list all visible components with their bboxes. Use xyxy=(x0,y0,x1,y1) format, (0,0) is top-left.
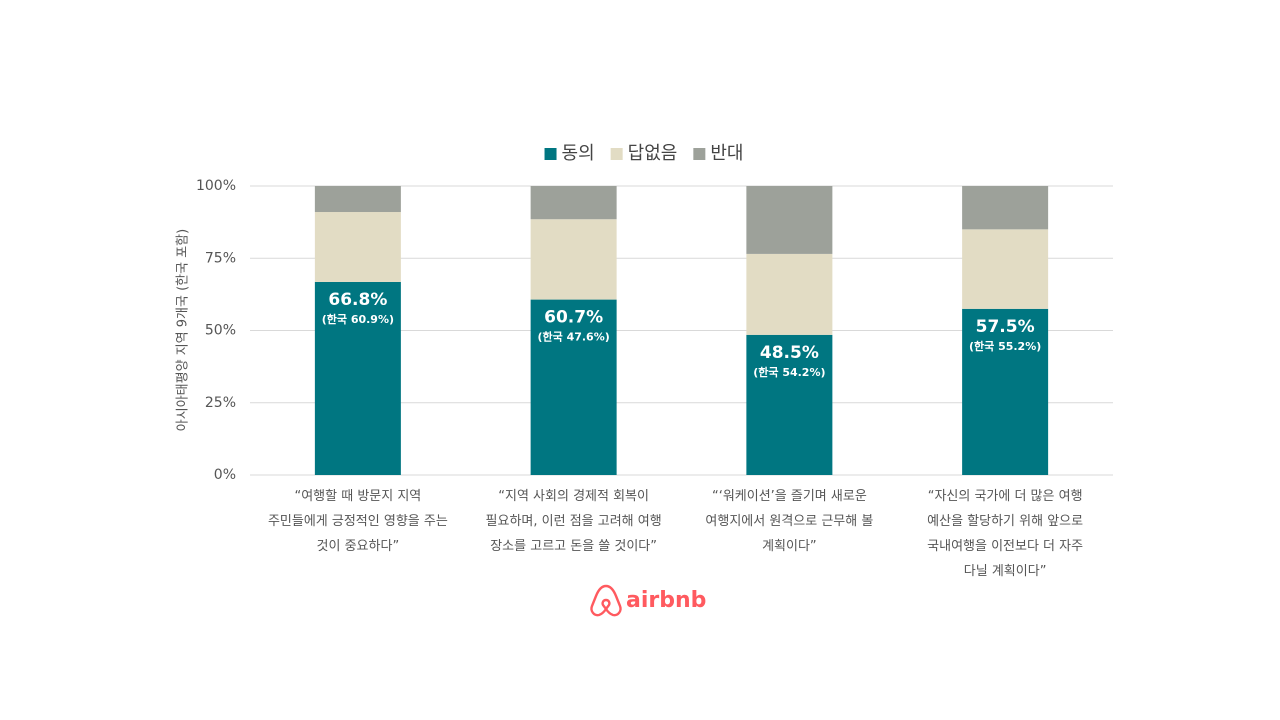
y-tick-label: 100% xyxy=(196,178,236,194)
legend-swatch xyxy=(693,148,706,160)
bar-segment xyxy=(746,253,833,335)
legend-label: 답없음 xyxy=(628,143,678,164)
value-label: 60.7% xyxy=(544,308,603,328)
bar-segment xyxy=(530,299,617,475)
legend-swatch xyxy=(610,148,623,160)
bar-segment xyxy=(530,186,617,220)
x-tick-label: “자신의 국가에 더 많은 여행 예산을 할당하기 위해 앞으로 국내여행을 이… xyxy=(927,489,1084,579)
y-tick-label: 0% xyxy=(214,467,236,483)
bar-segment xyxy=(962,186,1049,230)
bar-segment xyxy=(962,308,1049,475)
bar-segment xyxy=(314,212,401,282)
value-sublabel: (한국 47.6%) xyxy=(537,330,609,344)
y-axis-label: 아시아태평양 지역 9개국 (한국 포함) xyxy=(176,229,191,431)
bar-segment xyxy=(962,229,1049,309)
y-tick-label: 75% xyxy=(205,250,236,266)
bar-segment xyxy=(746,186,833,254)
value-label: 66.8% xyxy=(328,290,387,310)
legend: 동의 답없음 반대 xyxy=(544,143,743,164)
y-tick-label: 50% xyxy=(205,323,236,339)
logo-icon xyxy=(590,584,622,617)
bar-segment xyxy=(530,219,617,300)
legend-label: 반대 xyxy=(710,143,743,164)
y-tick-label: 25% xyxy=(205,395,236,411)
value-label: 57.5% xyxy=(976,317,1035,337)
x-tick-label: “지역 사회의 경제적 회복이 필요하며, 이런 점을 고려해 여행 장소를 고… xyxy=(485,489,662,554)
x-tick-label: “여행할 때 방문지 지역 주민들에게 긍정적인 영향을 주는 것이 중요하다” xyxy=(267,489,448,554)
bar-segment xyxy=(314,186,401,213)
value-sublabel: (한국 60.9%) xyxy=(322,312,394,326)
value-sublabel: (한국 55.2%) xyxy=(969,339,1041,353)
logo-text: airbnb xyxy=(626,588,706,613)
x-tick-label: “‘워케이션’을 즐기며 새로운 여행지에서 원격으로 근무해 볼 계획이다” xyxy=(705,489,874,554)
logo: airbnb xyxy=(590,584,706,617)
legend-label: 동의 xyxy=(562,143,595,164)
bar-segment xyxy=(314,281,401,475)
value-label: 48.5% xyxy=(760,343,819,363)
legend-swatch xyxy=(544,148,557,160)
bar-segment xyxy=(746,334,833,475)
value-sublabel: (한국 54.2%) xyxy=(753,365,825,379)
